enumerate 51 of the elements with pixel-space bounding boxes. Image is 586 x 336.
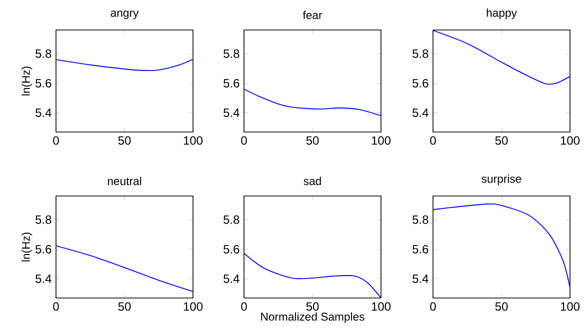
x-tick-label: 0 [241,136,247,145]
x-tick-label: 0 [430,302,436,311]
x-tick-label: 50 [306,136,319,145]
line-series [433,203,570,288]
x-tick-label: 0 [53,136,59,145]
y-tick-label: 5.4 [224,108,240,117]
line-series [244,252,382,298]
y-tick-label: 5.6 [412,78,428,88]
y-tick-label: 5.4 [412,108,428,117]
chart-title: surprise [482,174,522,186]
chart-title: angry [110,10,139,20]
y-tick-label: 5.6 [224,78,240,88]
line-series [56,245,193,292]
y-tick-label: 5.8 [224,215,240,224]
y-tick-label: 5.8 [36,49,52,58]
x-tick-label: 100 [372,302,391,311]
y-tick-label: 5.8 [36,215,52,224]
x-axis-title: Normalized Samples [261,312,364,323]
x-tick-label: 50 [118,302,131,311]
y-tick-label: 5.4 [36,274,52,283]
y-tick-label: 5.6 [36,244,52,254]
y-tick-label: 5.8 [412,49,428,58]
y-tick-label: 5.6 [36,78,52,88]
y-axis-title: ln(Hz) [22,232,32,262]
x-tick-label: 100 [560,302,580,311]
y-tick-label: 5.8 [412,215,428,224]
y-axis-title: ln(Hz) [22,66,32,96]
x-tick-label: 0 [241,302,247,311]
y-tick-label: 5.4 [412,274,428,283]
x-tick-label: 100 [560,136,580,145]
x-tick-label: 100 [184,136,203,145]
chart-title: fear [302,10,322,20]
y-tick-label: 5.8 [224,49,240,58]
line-series [433,30,570,85]
y-tick-label: 5.4 [36,108,52,117]
chart-title: sad [304,176,321,186]
x-tick-label: 50 [118,136,131,145]
y-tick-label: 5.6 [412,244,428,254]
x-tick-label: 50 [495,302,508,311]
chart-title: happy [486,8,517,20]
x-tick-label: 50 [306,302,319,311]
x-tick-label: 100 [372,136,391,145]
x-tick-label: 100 [184,302,203,311]
x-tick-label: 0 [430,136,436,145]
y-tick-label: 5.6 [224,244,240,254]
x-tick-label: 50 [495,136,508,145]
line-series [244,88,382,116]
x-tick-label: 0 [53,302,59,311]
y-tick-label: 5.4 [224,274,240,283]
line-series [56,58,193,72]
chart-title: neutral [108,176,142,186]
